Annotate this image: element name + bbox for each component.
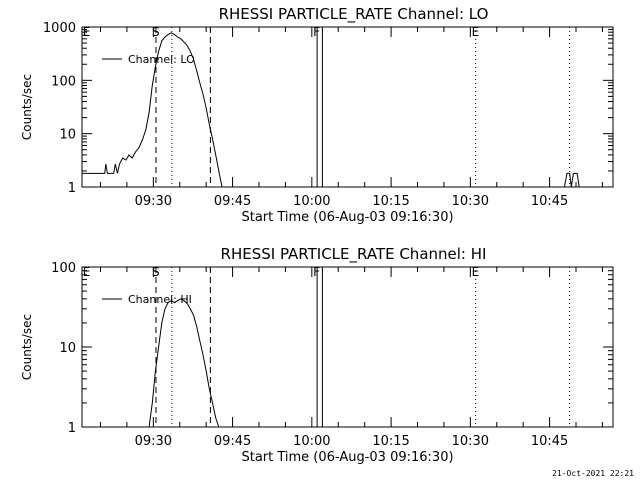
x-tick-label: 10:00 bbox=[293, 194, 330, 209]
y-axis-label: Counts/sec bbox=[20, 314, 34, 380]
chart-title: RHESSI PARTICLE_RATE Channel: HI bbox=[221, 245, 487, 264]
y-tick-label: 1 bbox=[68, 421, 76, 436]
event-marker-label: E bbox=[472, 265, 480, 279]
event-marker-label: S bbox=[152, 25, 160, 39]
series-line bbox=[563, 172, 580, 188]
x-tick-label: 09:45 bbox=[214, 434, 251, 449]
series-line bbox=[82, 32, 223, 188]
legend-label: Channel: LO bbox=[128, 53, 195, 66]
chart-title: RHESSI PARTICLE_RATE Channel: LO bbox=[219, 5, 489, 24]
y-tick-label: 100 bbox=[51, 74, 76, 89]
x-axis-label: Start Time (06-Aug-03 09:16:30) bbox=[241, 450, 453, 465]
y-tick-label: 100 bbox=[51, 261, 76, 276]
y-tick-label: 1000 bbox=[43, 21, 76, 36]
event-marker-label: E bbox=[83, 25, 91, 39]
x-tick-label: 10:15 bbox=[372, 194, 409, 209]
x-tick-label: 10:45 bbox=[531, 194, 568, 209]
series-line bbox=[148, 298, 220, 428]
y-tick-label: 1 bbox=[68, 181, 76, 196]
chart-panel-2: RHESSI PARTICLE_RATE Channel: HI Counts/s… bbox=[20, 245, 614, 465]
plot-frame bbox=[81, 266, 614, 428]
event-marker-label: F bbox=[313, 25, 320, 39]
x-tick-label: 10:15 bbox=[372, 434, 409, 449]
y-tick-label: 10 bbox=[59, 341, 76, 356]
legend-label: Channel: HI bbox=[128, 293, 192, 306]
x-axis-label: Start Time (06-Aug-03 09:16:30) bbox=[241, 210, 453, 225]
x-tick-label: 09:30 bbox=[135, 194, 172, 209]
x-tick-label: 10:30 bbox=[452, 434, 489, 449]
x-tick-label: 10:30 bbox=[452, 194, 489, 209]
event-marker-label: E bbox=[472, 25, 480, 39]
x-tick-label: 09:45 bbox=[214, 194, 251, 209]
x-tick-label: 09:30 bbox=[135, 434, 172, 449]
plot-frame bbox=[81, 26, 614, 188]
y-tick-label: 10 bbox=[59, 128, 76, 143]
event-marker-label: S bbox=[152, 265, 160, 279]
footer-timestamp: 21-Oct-2021 22:21 bbox=[552, 469, 634, 478]
event-marker-label: F bbox=[313, 265, 320, 279]
x-tick-label: 10:45 bbox=[531, 434, 568, 449]
x-tick-label: 10:00 bbox=[293, 434, 330, 449]
chart-panel-1: RHESSI PARTICLE_RATE Channel: LO Counts/s… bbox=[20, 5, 614, 225]
y-axis-label: Counts/sec bbox=[20, 74, 34, 140]
event-marker-label: E bbox=[83, 265, 91, 279]
